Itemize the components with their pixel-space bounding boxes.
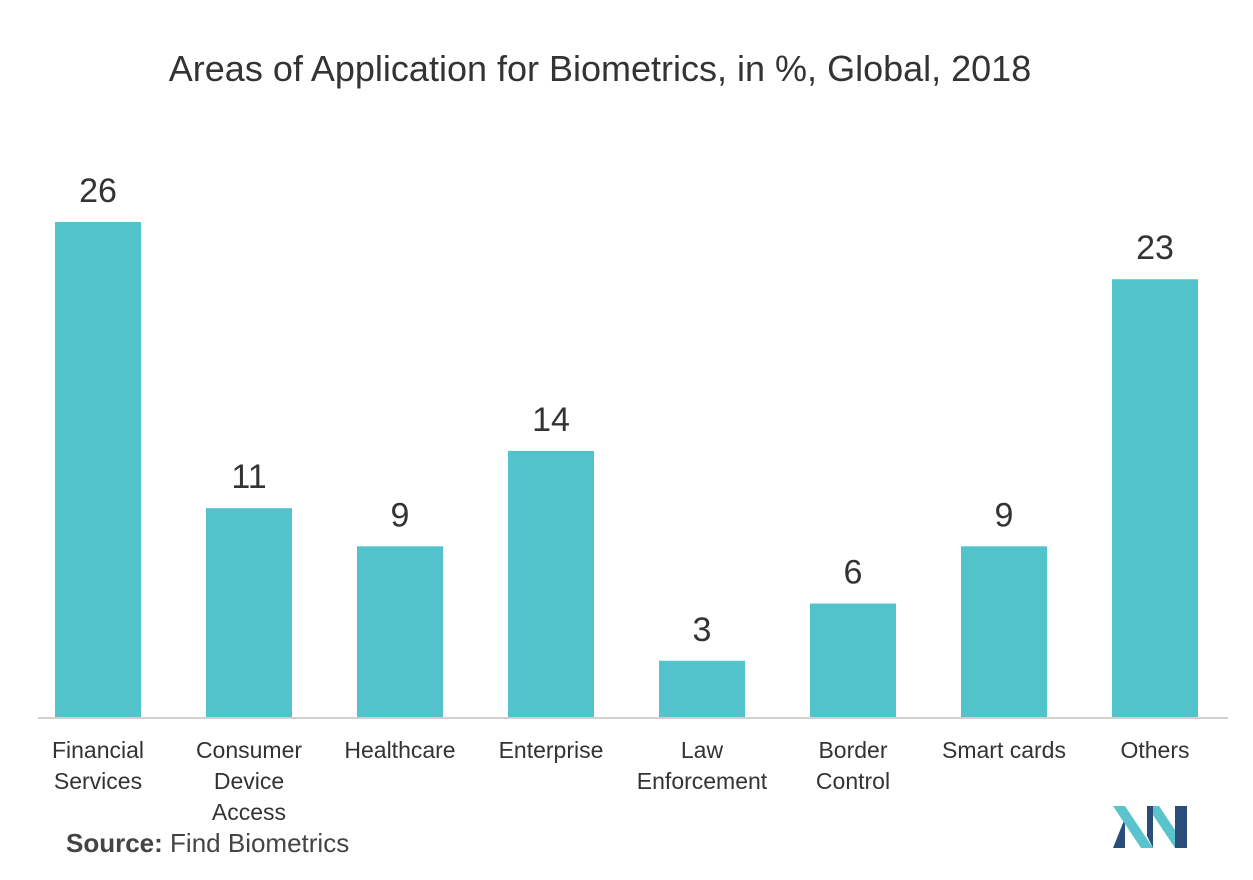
category-label-5: Border Control	[816, 737, 890, 794]
value-label-7: 23	[1136, 229, 1174, 267]
value-label-4: 3	[693, 611, 712, 649]
logo-middle-bar	[1147, 806, 1153, 848]
source-label: Source:	[66, 828, 163, 858]
category-label-1-line-0: Consumer	[196, 737, 302, 763]
category-label-6: Smart cards	[942, 737, 1066, 763]
bar-4	[659, 660, 745, 718]
category-label-1-line-1: Device	[214, 768, 284, 794]
category-label-2: Healthcare	[344, 737, 455, 763]
chart-title: Areas of Application for Biometrics, in …	[168, 48, 1032, 89]
bars-layer	[55, 222, 1198, 718]
category-label-2-line-0: Healthcare	[344, 737, 455, 763]
category-label-5-line-0: Border	[818, 737, 887, 763]
bar-5	[810, 603, 896, 718]
value-label-6: 9	[995, 496, 1014, 534]
category-label-0-line-1: Services	[54, 768, 142, 794]
category-label-7-line-0: Others	[1120, 737, 1189, 763]
category-label-1: Consumer Device Access	[196, 737, 302, 825]
company-logo	[1113, 806, 1187, 848]
value-label-2: 9	[391, 496, 410, 534]
category-label-1-line-2: Access	[212, 799, 286, 825]
value-label-5: 6	[844, 554, 863, 592]
bar-1	[206, 508, 292, 718]
category-label-5-line-1: Control	[816, 768, 890, 794]
bar-7	[1112, 279, 1198, 718]
bar-6	[961, 546, 1047, 718]
category-labels-layer: Financial Services Consumer Device Access Hea…	[52, 737, 1190, 825]
category-label-6-line-0: Smart cards	[942, 737, 1066, 763]
value-label-1: 11	[231, 458, 266, 496]
category-label-3: Enterprise	[499, 737, 604, 763]
value-label-3: 14	[532, 401, 570, 439]
logo-right-bar	[1175, 806, 1187, 848]
bar-2	[357, 546, 443, 718]
value-labels-layer: 26 11 9 14 3 6 9 23	[79, 172, 1174, 649]
category-label-4-line-0: Law	[681, 737, 724, 763]
category-label-7: Others	[1120, 737, 1189, 763]
category-label-4-line-1: Enforcement	[637, 768, 768, 794]
category-label-0-line-0: Financial	[52, 737, 144, 763]
source-text: Find Biometrics	[170, 828, 350, 858]
category-label-0: Financial Services	[52, 737, 144, 794]
category-label-3-line-0: Enterprise	[499, 737, 604, 763]
value-label-0: 26	[79, 172, 117, 210]
logo-left-diagonal	[1113, 806, 1153, 848]
bar-3	[508, 450, 594, 718]
source-line: Source: Find Biometrics	[66, 828, 349, 859]
category-label-4: Law Enforcement	[637, 737, 768, 794]
logo-left-bar	[1113, 818, 1125, 848]
bar-0	[55, 222, 141, 718]
